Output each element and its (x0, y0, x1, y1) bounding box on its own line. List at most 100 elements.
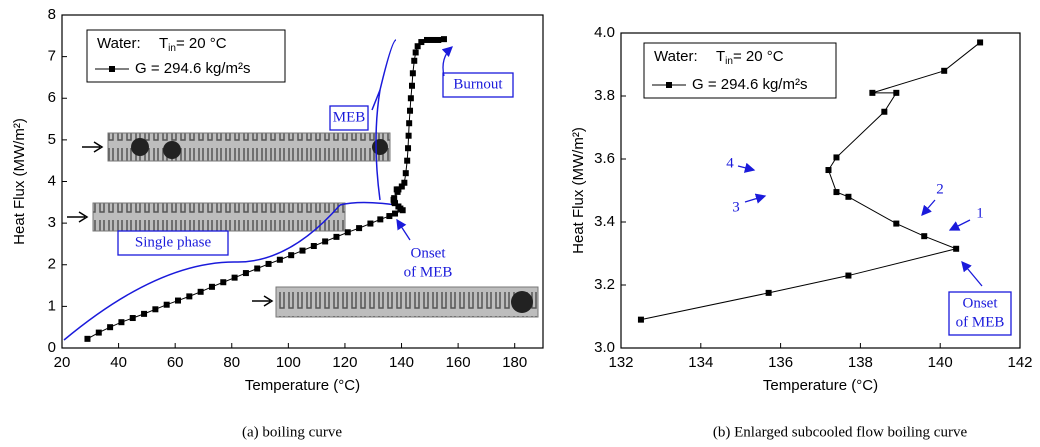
data-point (386, 213, 393, 220)
x-tick-label: 134 (688, 354, 713, 371)
data-point (242, 270, 249, 277)
data-point (409, 70, 416, 77)
legend-box (643, 42, 837, 99)
data-point (197, 288, 204, 295)
annotation-arrow (441, 46, 453, 77)
legend-tval: = 20 °C (176, 35, 227, 52)
data-point (95, 329, 102, 336)
data-point (404, 157, 411, 164)
data-point (845, 193, 852, 200)
series-line (87, 38, 445, 340)
data-point (893, 89, 900, 96)
data-point (637, 316, 644, 323)
data-point (141, 310, 148, 317)
caption: (a) boiling curve (242, 424, 342, 440)
x-tick-label: 20 (54, 354, 71, 371)
legend-marker (109, 66, 115, 72)
legend-sub: in (725, 56, 733, 67)
data-point (408, 82, 415, 89)
legend-box (86, 29, 286, 83)
legend-temp: Tin= 20 °C (716, 48, 784, 67)
x-axis-label: Temperature (°C) (763, 377, 878, 394)
x-tick-label: 180 (502, 354, 527, 371)
data-point (833, 154, 840, 161)
y-tick-label: 2 (48, 256, 56, 273)
y-tick-label: 4.0 (594, 24, 615, 41)
annotation-box (442, 72, 514, 98)
annotation-arrow (737, 162, 756, 173)
annotation-arrow (396, 218, 411, 241)
plot-frame (620, 32, 1021, 349)
annotation: Single phase (135, 234, 212, 250)
data-point (941, 67, 948, 74)
data-point (333, 233, 340, 240)
braces (63, 39, 397, 341)
x-tick-label: 142 (1007, 354, 1032, 371)
annotation-box (329, 105, 369, 131)
data-point (391, 195, 398, 202)
data-point (265, 260, 272, 267)
data-point (414, 43, 421, 50)
y-tick-label: 8 (48, 6, 56, 23)
data-point (344, 229, 351, 236)
data-point (392, 210, 399, 217)
data-point (395, 203, 402, 210)
data-point (406, 120, 413, 127)
data-point (377, 216, 384, 223)
annotation: of MEB (404, 264, 453, 280)
legend-label: G = 294.6 kg/m²s (135, 60, 250, 77)
data-point (208, 283, 215, 290)
x-tick-label: 136 (768, 354, 793, 371)
annotation-arrow (961, 261, 983, 287)
data-point (322, 238, 329, 245)
x-tick-label: 138 (848, 354, 873, 371)
data-point (231, 274, 238, 281)
annotation: Onset (411, 245, 447, 261)
data-point (407, 95, 414, 102)
data-point (881, 108, 888, 115)
legend-label: G = 294.6 kg/m²s (692, 76, 807, 93)
annotation: MEB (333, 109, 366, 125)
data-point (405, 132, 412, 139)
data-point (393, 186, 400, 193)
data-point (356, 225, 363, 232)
legend-tval: = 20 °C (733, 48, 784, 65)
annotation: Onset (963, 295, 999, 311)
x-tick-label: 140 (389, 354, 414, 371)
y-tick-label: 3 (48, 214, 56, 231)
legend-sub: in (168, 43, 176, 54)
legend-water: Water: (97, 35, 141, 52)
legend-water: Water: (654, 48, 698, 65)
data-point (845, 272, 852, 279)
data-point (288, 252, 295, 259)
data-point (921, 233, 928, 240)
y-tick-label: 3.6 (594, 150, 615, 167)
legend-t: T (716, 48, 725, 65)
annotation-box (948, 291, 1012, 336)
x-tick-label: 120 (332, 354, 357, 371)
data-point (407, 107, 414, 114)
annotation: of MEB (956, 314, 1005, 330)
y-tick-label: 5 (48, 131, 56, 148)
data-point (163, 301, 170, 308)
annotation: 4 (726, 155, 734, 171)
x-tick-label: 80 (223, 354, 240, 371)
data-point (186, 293, 193, 300)
data-point (254, 265, 261, 272)
annotation: 2 (936, 181, 944, 197)
x-tick-label: 140 (928, 354, 953, 371)
annotation: 1 (976, 205, 984, 221)
annotation: Burnout (453, 76, 503, 92)
y-tick-label: 3.8 (594, 87, 615, 104)
y-tick-label: 0 (48, 339, 56, 356)
y-axis-label: Heat Flux (MW/m²) (570, 127, 587, 254)
data-point (84, 335, 91, 342)
x-tick-label: 60 (167, 354, 184, 371)
data-point (129, 315, 136, 322)
data-point (825, 167, 832, 174)
data-point (310, 243, 317, 250)
data-point (429, 36, 436, 43)
y-tick-label: 6 (48, 89, 56, 106)
